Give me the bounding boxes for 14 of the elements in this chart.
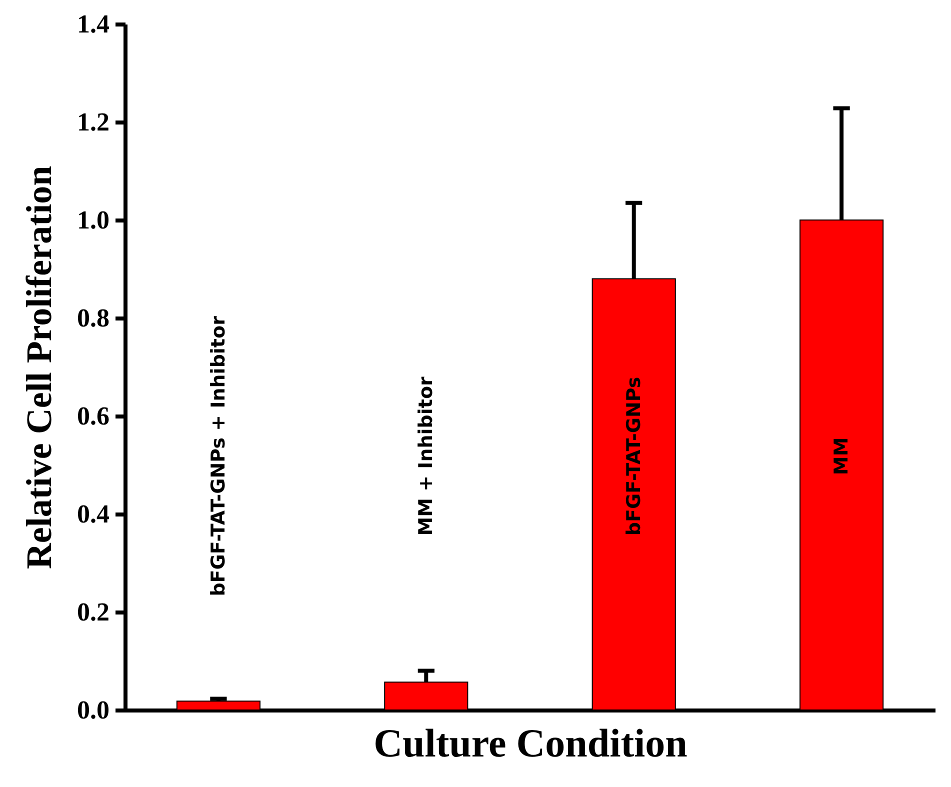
y-tick-label: 1.4 xyxy=(77,10,110,38)
y-tick-label: 0.6 xyxy=(77,402,110,430)
x-tick-label: MM xyxy=(830,437,853,476)
y-tick-label: 0.2 xyxy=(77,598,110,626)
x-tick-label: MM + Inhibitor xyxy=(415,376,438,536)
y-tick-label: 0.8 xyxy=(77,304,110,332)
y-tick-label: 1.0 xyxy=(77,206,110,234)
x-tick-label: bFGF-TAT-GNPs + Inhibitor xyxy=(207,315,230,596)
x-axis-title: Culture Condition xyxy=(374,720,688,766)
y-axis-title: Relative Cell Proliferation xyxy=(19,166,59,570)
y-tick-label: 0.0 xyxy=(77,696,110,724)
y-tick-label: 1.2 xyxy=(77,108,110,136)
y-tick-label: 0.4 xyxy=(77,500,110,528)
x-tick-label: bFGF-TAT-GNPs xyxy=(622,376,645,536)
